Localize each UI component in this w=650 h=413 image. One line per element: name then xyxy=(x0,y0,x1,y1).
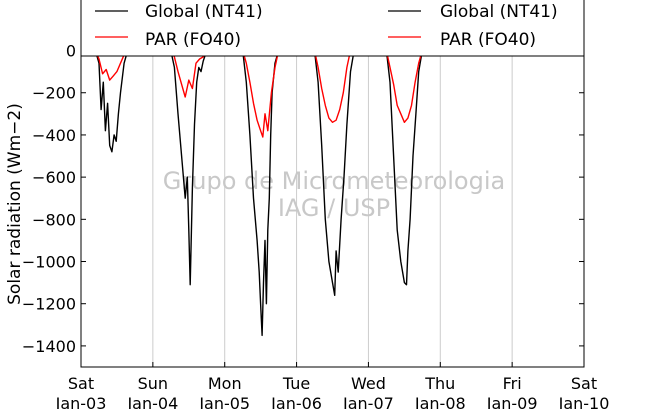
x-tick-date: Jan-07 xyxy=(342,394,394,409)
y-axis-label: Solar radiation (Wm−2) xyxy=(5,103,25,305)
legend-frame-left xyxy=(80,0,585,57)
legend-box-right: Global (NT41) PAR (FO40) xyxy=(388,2,558,50)
x-tick-date: Jan-03 xyxy=(55,394,107,409)
y-tick-label: −1200 xyxy=(22,295,76,314)
x-tick-day: Tue xyxy=(282,374,310,393)
y-tick-label: 0 xyxy=(66,42,76,61)
x-tick-date: Jan-04 xyxy=(126,394,178,409)
x-tick-day: Wed xyxy=(351,374,386,393)
x-tick-day: Thu xyxy=(424,374,455,393)
legend-label-par-left: PAR (FO40) xyxy=(145,30,241,50)
watermark-line-1: Grupo de Micrometeorologia xyxy=(163,167,505,195)
grid-lines xyxy=(152,40,513,367)
x-tick-date: Jan-10 xyxy=(558,394,610,409)
x-tick-day: Sun xyxy=(138,374,168,393)
x-tick-day: Fri xyxy=(503,374,522,393)
x-tick-date: Jan-08 xyxy=(414,394,466,409)
x-tick-day: Sat xyxy=(68,374,94,393)
watermark-line-2: IAG / USP xyxy=(278,194,390,222)
y-tick-label: −1400 xyxy=(22,337,76,356)
x-tick-date: Jan-06 xyxy=(270,394,322,409)
legend-label-par-right: PAR (FO40) xyxy=(440,30,536,50)
x-tick-day: Sat xyxy=(571,374,597,393)
y-tick-label: −200 xyxy=(32,84,76,103)
series-line-par-fo40 xyxy=(81,49,584,138)
x-tick-date: Jan-09 xyxy=(486,394,538,409)
x-tick-date: Jan-05 xyxy=(198,394,250,409)
legend-label-global-left: Global (NT41) xyxy=(145,2,263,22)
legend-label-global-right: Global (NT41) xyxy=(440,2,558,22)
x-tick-day: Mon xyxy=(208,374,242,393)
y-tick-label: −600 xyxy=(32,168,76,187)
y-tick-label: −800 xyxy=(32,210,76,229)
y-tick-label: −1000 xyxy=(22,253,76,272)
watermark: Grupo de Micrometeorologia IAG / USP xyxy=(163,167,505,222)
x-axis-ticks: SatJan-03SunJan-04MonJan-05TueJan-06WedJ… xyxy=(55,362,610,413)
legend-box-left: Global (NT41) PAR (FO40) xyxy=(80,0,585,57)
y-tick-label: −400 xyxy=(32,126,76,145)
